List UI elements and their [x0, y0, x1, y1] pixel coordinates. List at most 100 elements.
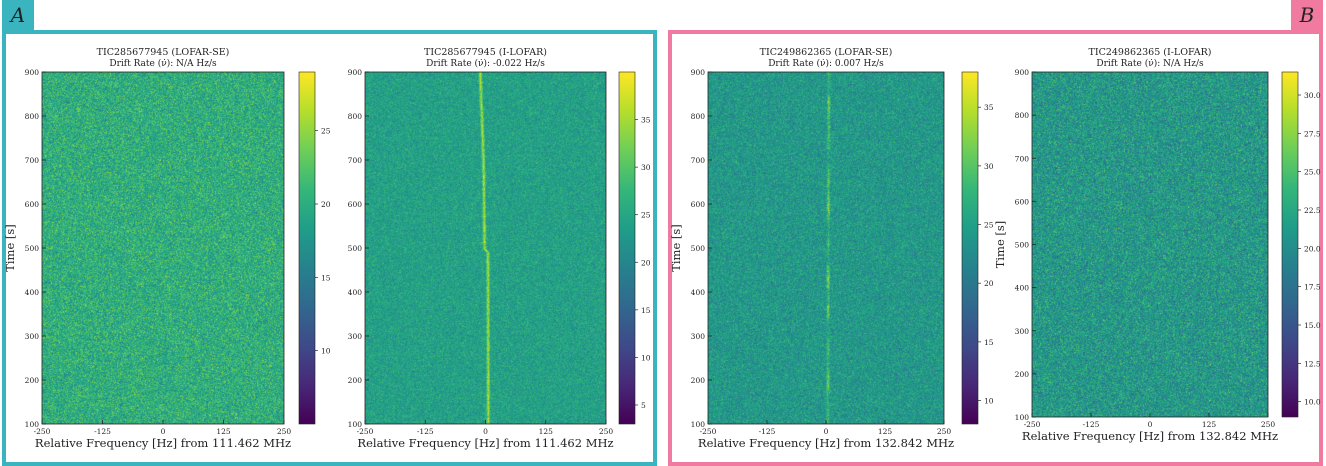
colorbar [618, 71, 636, 425]
y-tick-label: 200 [691, 376, 706, 385]
y-tick-label: 700 [25, 156, 40, 165]
colorbar-tick-label: 10 [984, 397, 994, 406]
y-tick-label: 600 [691, 200, 706, 209]
x-tick-label: -125 [417, 427, 434, 436]
colorbar [1281, 71, 1299, 418]
heatmap-raster [365, 72, 606, 424]
heatmap-raster [42, 72, 284, 424]
colorbar-tick-label: 25 [641, 211, 651, 220]
y-tick-label: 600 [25, 200, 40, 209]
y-tick-label: 400 [691, 288, 706, 297]
panel-b-label: B [1291, 0, 1323, 30]
y-tick-label: 400 [1015, 284, 1030, 293]
chart-subtitle: Drift Rate (ν̇): -0.022 Hz/s [426, 58, 545, 69]
x-tick-label: -125 [1083, 420, 1100, 429]
y-tick-label: 400 [348, 288, 363, 297]
y-tick-label: 500 [348, 244, 363, 253]
heatmap-raster [708, 72, 944, 424]
x-tick-label: -125 [94, 427, 111, 436]
colorbar-tick-label: 30 [984, 162, 994, 171]
y-tick-label: 500 [691, 244, 706, 253]
colorbar-tick-label: 15 [984, 338, 994, 347]
y-tick-label: 500 [25, 244, 40, 253]
chart-title: TIC249862365 (LOFAR-SE) [760, 47, 893, 58]
x-tick-label: -250 [357, 427, 374, 436]
x-tick-label: -125 [759, 427, 776, 436]
colorbar-tick-label: 20 [321, 200, 331, 209]
y-tick-label: 300 [691, 332, 706, 341]
colorbar-tick-label: 25.0 [1304, 168, 1321, 177]
x-tick-label: 125 [539, 427, 554, 436]
y-tick-label: 800 [1015, 111, 1030, 120]
chart-title: TIC249862365 (I-LOFAR) [1088, 47, 1211, 58]
y-tick-label: 100 [1015, 413, 1030, 422]
colorbar-tick-label: 35 [641, 116, 651, 125]
y-tick-label: 800 [348, 112, 363, 121]
y-tick-label: 900 [691, 68, 706, 77]
y-tick-label: 900 [25, 68, 40, 77]
x-tick-label: -250 [700, 427, 717, 436]
colorbar-tick-label: 17.5 [1304, 283, 1321, 292]
y-axis-label: Time [s] [3, 224, 17, 272]
colorbar-tick-label: 12.5 [1304, 359, 1321, 368]
chart-subtitle: Drift Rate (ν̇): 0.007 Hz/s [768, 58, 884, 69]
colorbar-tick-label: 20.0 [1304, 244, 1321, 253]
y-tick-label: 100 [348, 420, 363, 429]
colorbar-tick-label: 15 [641, 306, 651, 315]
x-axis-label: Relative Frequency [Hz] from 111.462 MHz [357, 436, 613, 450]
colorbar-tick-label: 20 [641, 258, 651, 267]
colorbar-tick-label: 20 [984, 279, 994, 288]
y-axis-label: Time [s] [669, 224, 683, 272]
y-tick-label: 600 [348, 200, 363, 209]
x-tick-label: -250 [34, 427, 51, 436]
x-axis-label: Relative Frequency [Hz] from 132.842 MHz [698, 436, 954, 450]
colorbar [961, 71, 979, 425]
y-tick-label: 300 [1015, 327, 1030, 336]
colorbar-tick-label: 30.0 [1304, 91, 1321, 100]
panel-a-label: A [2, 0, 34, 30]
colorbar-tick-label: 15.0 [1304, 321, 1321, 330]
colorbar-tick-label: 5 [641, 401, 646, 410]
x-tick-label: 250 [937, 427, 952, 436]
x-tick-label: 0 [824, 427, 829, 436]
x-tick-label: 125 [878, 427, 893, 436]
colorbar-tick-label: 22.5 [1304, 206, 1321, 215]
x-tick-label: 125 [216, 427, 231, 436]
x-axis-label: Relative Frequency [Hz] from 111.462 MHz [35, 436, 291, 450]
chart-title: TIC285677945 (I-LOFAR) [424, 47, 547, 58]
x-tick-label: 250 [599, 427, 614, 436]
colorbar-tick-label: 10.0 [1304, 398, 1321, 407]
y-tick-label: 800 [691, 112, 706, 121]
y-tick-label: 900 [1015, 68, 1030, 77]
colorbar-tick-label: 27.5 [1304, 129, 1321, 138]
x-tick-label: 125 [1202, 420, 1217, 429]
y-tick-label: 600 [1015, 197, 1030, 206]
chart-subtitle: Drift Rate (ν̇): N/A Hz/s [1096, 58, 1204, 69]
y-tick-label: 100 [25, 420, 40, 429]
y-tick-label: 700 [348, 156, 363, 165]
y-axis-label: Time [s] [993, 221, 1007, 269]
colorbar-tick-label: 30 [641, 163, 651, 172]
x-tick-label: 0 [483, 427, 488, 436]
colorbar-tick-label: 10 [641, 353, 651, 362]
colorbar-tick-label: 25 [321, 127, 331, 136]
colorbar-tick-label: 15 [321, 273, 331, 282]
y-tick-label: 100 [691, 420, 706, 429]
x-tick-label: 0 [161, 427, 166, 436]
y-tick-label: 200 [348, 376, 363, 385]
x-tick-label: 0 [1148, 420, 1153, 429]
y-tick-label: 700 [691, 156, 706, 165]
colorbar [298, 71, 316, 425]
y-tick-label: 800 [25, 112, 40, 121]
y-tick-label: 900 [348, 68, 363, 77]
y-tick-label: 200 [25, 376, 40, 385]
x-tick-label: 250 [1261, 420, 1276, 429]
y-tick-label: 200 [1015, 370, 1030, 379]
y-tick-label: 400 [25, 288, 40, 297]
y-tick-label: 700 [1015, 154, 1030, 163]
colorbar-tick-label: 10 [321, 347, 331, 356]
colorbar-tick-label: 25 [984, 221, 994, 230]
